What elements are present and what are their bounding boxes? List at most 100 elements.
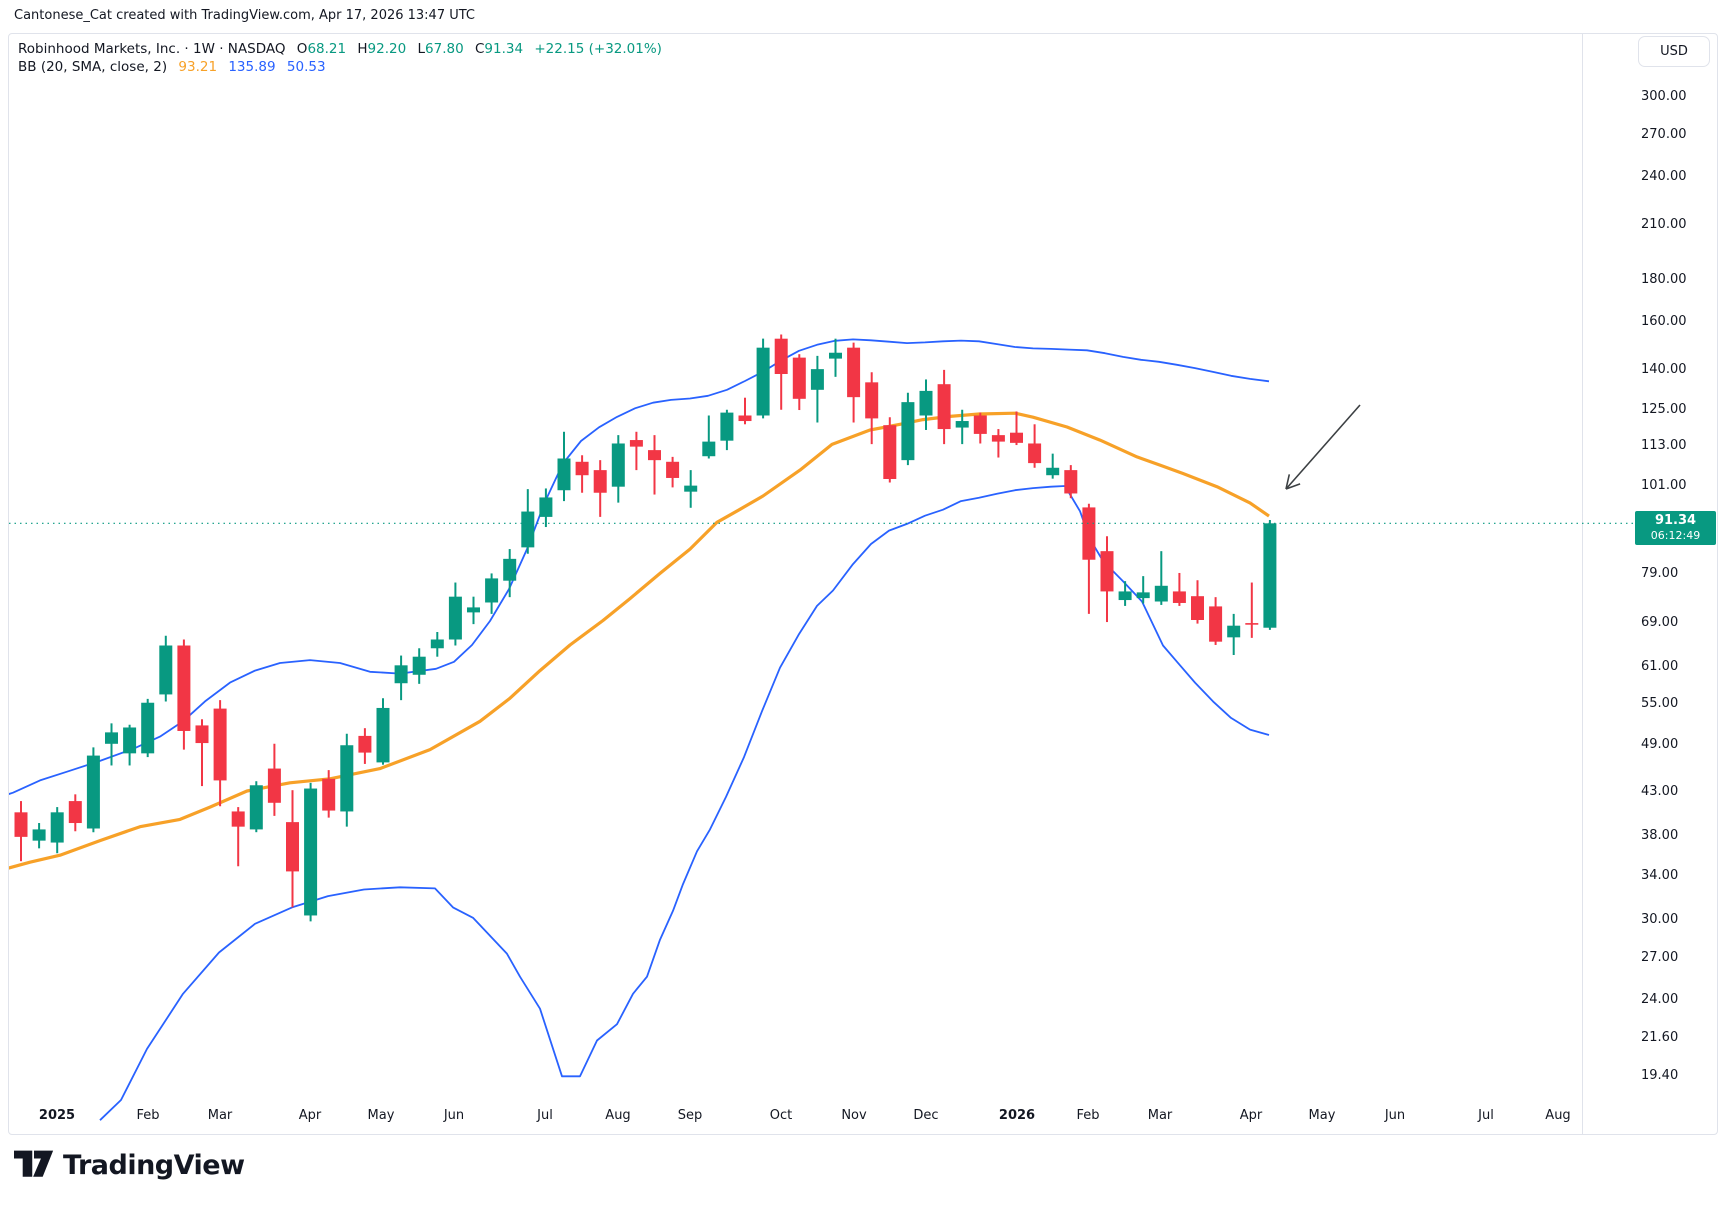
candle <box>467 596 480 625</box>
candle <box>195 719 209 787</box>
candle <box>340 733 354 827</box>
candle <box>141 698 155 758</box>
candle <box>14 801 28 862</box>
indicator-label: BB (20, SMA, close, 2) <box>18 59 168 75</box>
last-price-flag: 91.34 06:12:49 <box>1635 511 1716 545</box>
time-tick-label: 2025 <box>38 1108 76 1123</box>
price-tick-label: 19.40 <box>1641 1068 1679 1084</box>
candle <box>738 397 752 425</box>
bar-countdown: 06:12:49 <box>1650 529 1701 542</box>
currency-button[interactable]: USD <box>1638 36 1710 67</box>
price-tick-label: 270.00 <box>1641 126 1687 142</box>
price-tick-label: 49.00 <box>1641 737 1679 752</box>
candle <box>575 455 589 493</box>
time-tick-label: Oct <box>769 1108 793 1123</box>
time-tick-label: May <box>367 1108 395 1123</box>
candle <box>973 412 987 444</box>
price-tick-label: 55.00 <box>1641 695 1679 711</box>
candle <box>810 355 824 423</box>
candle <box>231 807 245 867</box>
time-tick-label: Aug <box>1545 1108 1571 1123</box>
time-tick-label: Mar <box>207 1108 233 1123</box>
tradingview-mark-icon <box>14 1150 54 1177</box>
low-value: 67.80 <box>425 41 464 57</box>
candle <box>159 635 173 702</box>
price-tick-label: 27.00 <box>1641 950 1679 965</box>
candle <box>50 807 64 854</box>
candle <box>1118 581 1132 606</box>
high-label: H <box>357 41 368 57</box>
time-tick-label: Jul <box>537 1108 553 1123</box>
chart-widget-frame <box>8 33 1718 1135</box>
time-tick-label: Aug <box>605 1108 631 1123</box>
tradingview-logo[interactable]: TradingView <box>14 1148 245 1182</box>
price-tick-label: 38.00 <box>1641 827 1679 843</box>
candle <box>1209 597 1223 645</box>
candle <box>485 573 499 614</box>
candle <box>1191 580 1204 624</box>
candle <box>376 698 390 765</box>
candle <box>86 747 100 833</box>
candle <box>539 488 553 528</box>
candle <box>503 549 517 598</box>
change-value: +22.15 (+32.01%) <box>534 41 662 57</box>
candle <box>648 435 661 495</box>
last-price-value: 91.34 <box>1654 513 1697 528</box>
arrow-annotation[interactable] <box>1285 404 1361 490</box>
time-tick-label: Apr <box>298 1108 322 1123</box>
candle <box>1263 519 1277 630</box>
candle <box>629 431 643 471</box>
candle <box>412 648 426 684</box>
price-tick-label: 43.00 <box>1641 783 1679 799</box>
candle <box>123 724 137 766</box>
attribution-text: Cantonese_Cat created with TradingView.c… <box>14 8 476 23</box>
price-tick-label: 125.00 <box>1641 402 1687 418</box>
candle <box>1028 424 1042 468</box>
candle <box>1245 582 1259 638</box>
time-tick-label: Feb <box>136 1108 160 1123</box>
time-tick-label: Dec <box>913 1108 939 1123</box>
symbol-title: Robinhood Markets, Inc. · 1W · NASDAQ <box>18 41 286 57</box>
candle <box>1010 411 1023 446</box>
candle <box>611 435 625 503</box>
price-tick-label: 24.00 <box>1641 992 1679 1008</box>
time-tick-label: Mar <box>1147 1108 1173 1123</box>
candle <box>1046 453 1060 479</box>
arrow-head <box>1285 474 1291 490</box>
arrow-shaft[interactable] <box>1285 404 1361 490</box>
candle <box>448 582 462 646</box>
price-tick-label: 69.00 <box>1641 614 1679 630</box>
price-tick-label: 240.00 <box>1641 169 1687 184</box>
candle <box>358 728 372 764</box>
candle <box>521 489 535 554</box>
time-tick-label: Jun <box>443 1108 465 1123</box>
candle <box>774 334 788 410</box>
candle <box>213 700 227 807</box>
candle <box>720 409 734 451</box>
bb-basis-band <box>9 411 1270 870</box>
arrow-head <box>1285 483 1301 490</box>
candle <box>919 379 933 430</box>
candle <box>593 460 607 517</box>
candle <box>792 354 806 411</box>
candle <box>430 631 444 657</box>
time-tick-label: Feb <box>1076 1108 1100 1123</box>
high-value: 92.20 <box>367 41 407 57</box>
close-value: 91.34 <box>484 41 524 57</box>
time-tick-label: Sep <box>677 1108 703 1123</box>
symbol-row: Robinhood Markets, Inc. · 1W · NASDAQ O6… <box>18 40 662 58</box>
low-label: L <box>417 41 426 57</box>
candle <box>1154 551 1168 605</box>
candle <box>1064 465 1078 499</box>
price-tick-label: 210.00 <box>1641 216 1687 232</box>
price-tick-label: 30.00 <box>1641 912 1679 928</box>
candle <box>883 417 897 483</box>
candle <box>1100 536 1114 623</box>
price-tick-label: 79.00 <box>1641 566 1679 582</box>
candle <box>249 781 263 833</box>
candle <box>177 639 191 750</box>
candle <box>955 409 969 445</box>
tradingview-wordmark: TradingView <box>63 1149 245 1181</box>
candle <box>684 470 698 508</box>
